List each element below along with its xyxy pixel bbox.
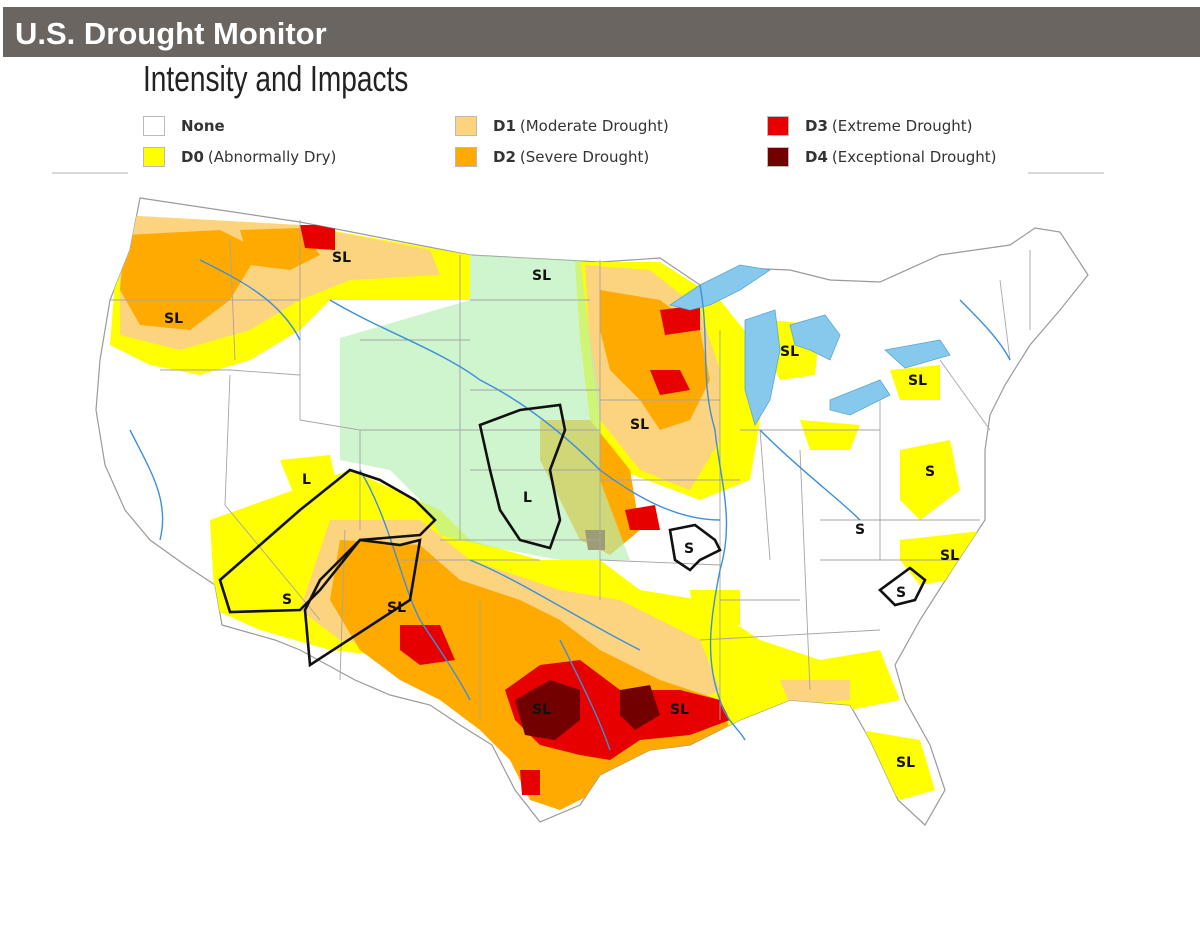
- impact-label-3: SL: [164, 311, 183, 327]
- impact-label-16: SL: [532, 702, 551, 718]
- impact-label-9: S: [855, 522, 865, 538]
- impact-label-11: S: [684, 541, 694, 557]
- legend-swatch-d1: [455, 116, 477, 136]
- impact-label-8: S: [925, 464, 935, 480]
- legend-code: D4: [805, 148, 828, 166]
- divider-right: [1028, 172, 1104, 174]
- legend-item-d0: D0 (Abnormally Dry): [143, 145, 336, 169]
- legend-desc: (Moderate Drought): [519, 117, 669, 135]
- impact-label-10: SL: [940, 548, 959, 564]
- rivers: [129, 259, 1011, 751]
- impact-label-7: SL: [630, 417, 649, 433]
- legend-item-d4: D4 (Exceptional Drought): [767, 145, 997, 169]
- impact-label-1: SL: [332, 250, 351, 266]
- impact-labels: SL SL SL L SL L SL S S SL S S SL SL S SL…: [164, 250, 959, 771]
- legend-code: D2: [493, 148, 516, 166]
- legend-item-d1: D1 (Moderate Drought): [455, 114, 669, 138]
- legend-code: D3: [805, 117, 828, 135]
- impact-label-4: L: [302, 472, 311, 488]
- legend-desc: (Exceptional Drought): [831, 148, 997, 166]
- legend-desc: (Extreme Drought): [831, 117, 973, 135]
- highlight-region: [340, 255, 630, 560]
- impact-label-18: SL: [896, 755, 915, 771]
- impact-label-5: SL: [780, 344, 799, 360]
- impact-label-17: SL: [670, 702, 689, 718]
- legend-item-none: None: [143, 114, 229, 138]
- impact-label-2: SL: [532, 268, 551, 284]
- legend-code: D1: [493, 117, 516, 135]
- impact-label-13: SL: [387, 600, 406, 616]
- legend-item-d3: D3 (Extreme Drought): [767, 114, 973, 138]
- impact-label-14: SL: [908, 373, 927, 389]
- map-subtitle: Intensity and Impacts: [143, 58, 409, 99]
- impact-outlines: [218, 403, 927, 668]
- legend-desc: (Abnormally Dry): [207, 148, 337, 166]
- great-lakes: [669, 264, 951, 426]
- divider-left: [52, 172, 128, 174]
- legend-code: D0: [181, 148, 204, 166]
- impact-label-6: L: [523, 490, 532, 506]
- legend-swatch-d4: [767, 147, 789, 167]
- state-borders: [110, 220, 1031, 720]
- legend-swatch-d3: [767, 116, 789, 136]
- legend-code: None: [181, 117, 225, 135]
- impact-label-15: S: [282, 592, 292, 608]
- legend-item-d2: D2 (Severe Drought): [455, 145, 649, 169]
- legend-swatch-d0: [143, 147, 165, 167]
- page-title: U.S. Drought Monitor: [15, 16, 327, 51]
- legend-swatch-none: [143, 116, 165, 136]
- legend-desc: (Severe Drought): [519, 148, 650, 166]
- impact-label-12: S: [896, 585, 906, 601]
- legend-swatch-d2: [455, 147, 477, 167]
- header-bar: U.S. Drought Monitor: [3, 7, 1200, 57]
